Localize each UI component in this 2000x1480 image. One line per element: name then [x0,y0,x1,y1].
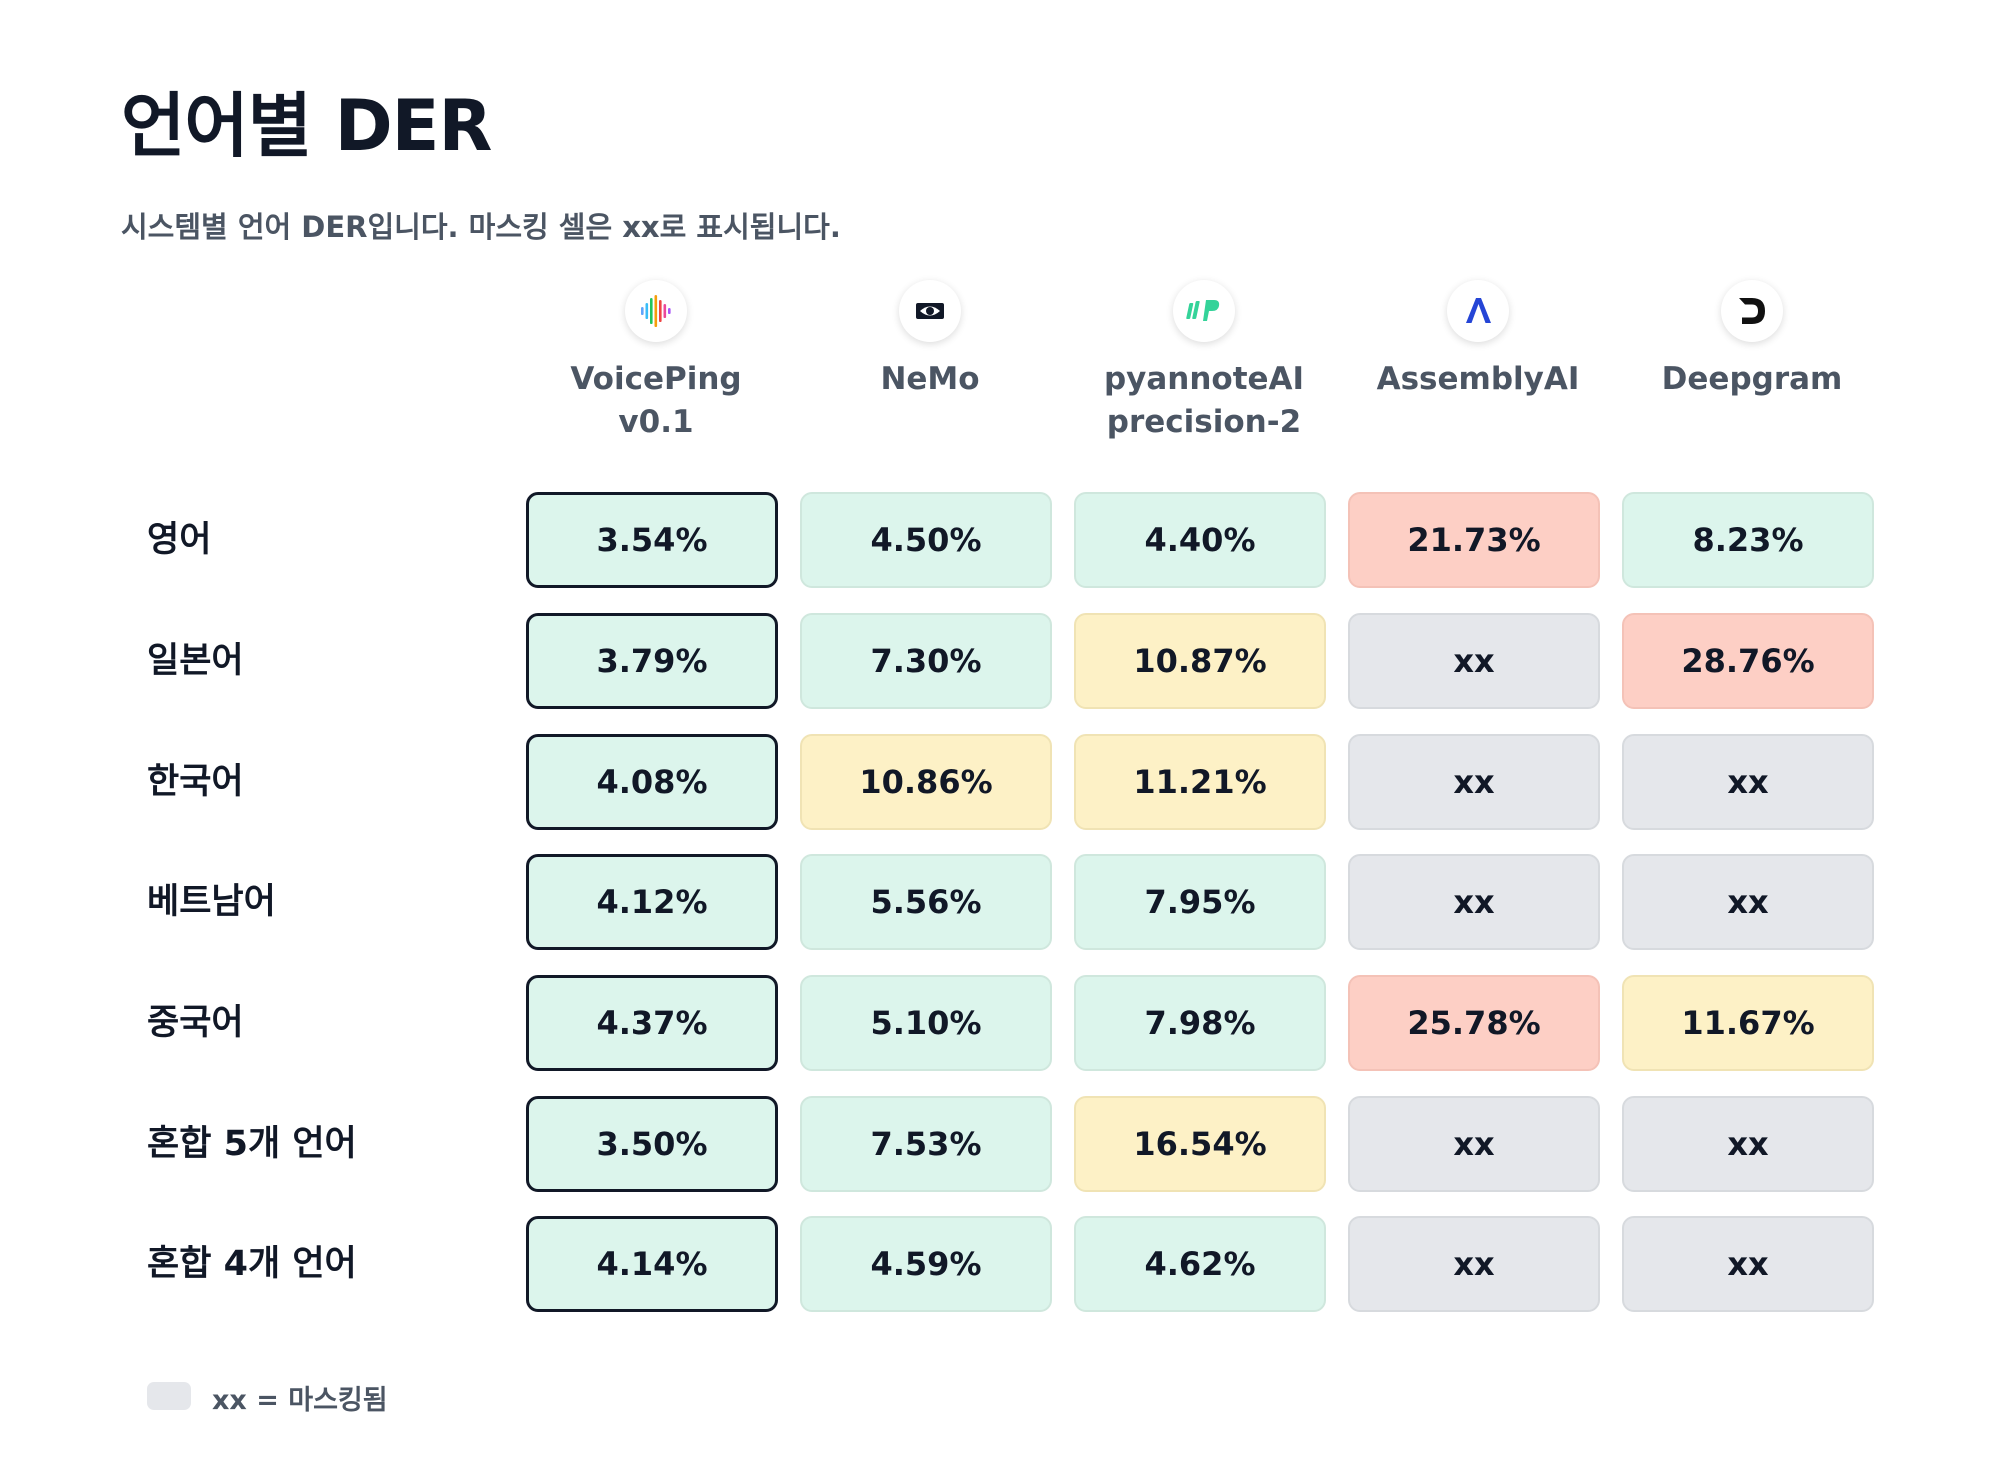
der-cell: 4.50% [800,492,1052,588]
column-name: AssemblyAI [1376,361,1580,397]
der-cell: xx [1348,1096,1600,1192]
assembly-a-icon [1447,280,1509,342]
der-cell: 4.40% [1074,492,1326,588]
der-cell: 7.30% [800,613,1052,709]
der-cell: 5.56% [800,854,1052,950]
legend-swatch [147,1382,191,1410]
der-cell: 11.21% [1074,734,1326,830]
row-label: 베트남어 [147,882,276,922]
der-cell: 10.86% [800,734,1052,830]
row-label: 일본어 [147,641,244,681]
column-name: pyannoteAI precision-2 [1103,361,1305,441]
der-cell: 3.54% [526,492,778,588]
der-cell: 10.87% [1074,613,1326,709]
der-cell: 11.67% [1622,975,1874,1071]
column-header-nemo: NeMo [800,280,1060,401]
der-cell: 7.98% [1074,975,1326,1071]
der-cell: xx [1348,734,1600,830]
row-label: 혼합 4개 언어 [147,1244,357,1284]
der-cell: xx [1348,1216,1600,1312]
column-name: NeMo [880,361,980,397]
page-title: 언어별 DER [121,85,492,167]
column-header-pyannoteai: pyannoteAI precision-2 [1074,280,1334,445]
der-cell: 5.10% [800,975,1052,1071]
column-header-assemblyai: AssemblyAI [1348,280,1608,401]
der-cell: xx [1622,854,1874,950]
der-cell: xx [1622,1096,1874,1192]
der-cell: 4.37% [526,975,778,1071]
column-header-voiceping: VoicePing v0.1 [526,280,786,445]
waveform-icon [625,280,687,342]
legend-text: xx = 마스킹됨 [212,1385,388,1416]
der-cell: 4.59% [800,1216,1052,1312]
der-cell: 3.50% [526,1096,778,1192]
nvidia-eye-icon [899,280,961,342]
der-cell: 7.53% [800,1096,1052,1192]
der-cell: 4.14% [526,1216,778,1312]
der-cell: 3.79% [526,613,778,709]
der-cell: xx [1622,734,1874,830]
der-cell: 16.54% [1074,1096,1326,1192]
page-subtitle: 시스템별 언어 DER입니다. 마스킹 셀은 xx로 표시됩니다. [121,210,841,244]
column-header-deepgram: Deepgram [1622,280,1882,401]
column-name: VoicePing v0.1 [570,361,742,441]
der-cell: 21.73% [1348,492,1600,588]
deepgram-d-icon [1721,280,1783,342]
der-cell: 4.12% [526,854,778,950]
row-label: 혼합 5개 언어 [147,1124,357,1164]
row-label: 영어 [147,520,212,560]
pyannote-p-icon [1173,280,1235,342]
der-cell: 8.23% [1622,492,1874,588]
der-cell: 28.76% [1622,613,1874,709]
column-name: Deepgram [1661,361,1843,397]
der-cell: 7.95% [1074,854,1326,950]
der-cell: xx [1348,613,1600,709]
row-label: 중국어 [147,1003,244,1043]
der-cell: 4.08% [526,734,778,830]
der-cell: 4.62% [1074,1216,1326,1312]
row-label: 한국어 [147,762,244,802]
der-cell: 25.78% [1348,975,1600,1071]
der-cell: xx [1622,1216,1874,1312]
der-cell: xx [1348,854,1600,950]
